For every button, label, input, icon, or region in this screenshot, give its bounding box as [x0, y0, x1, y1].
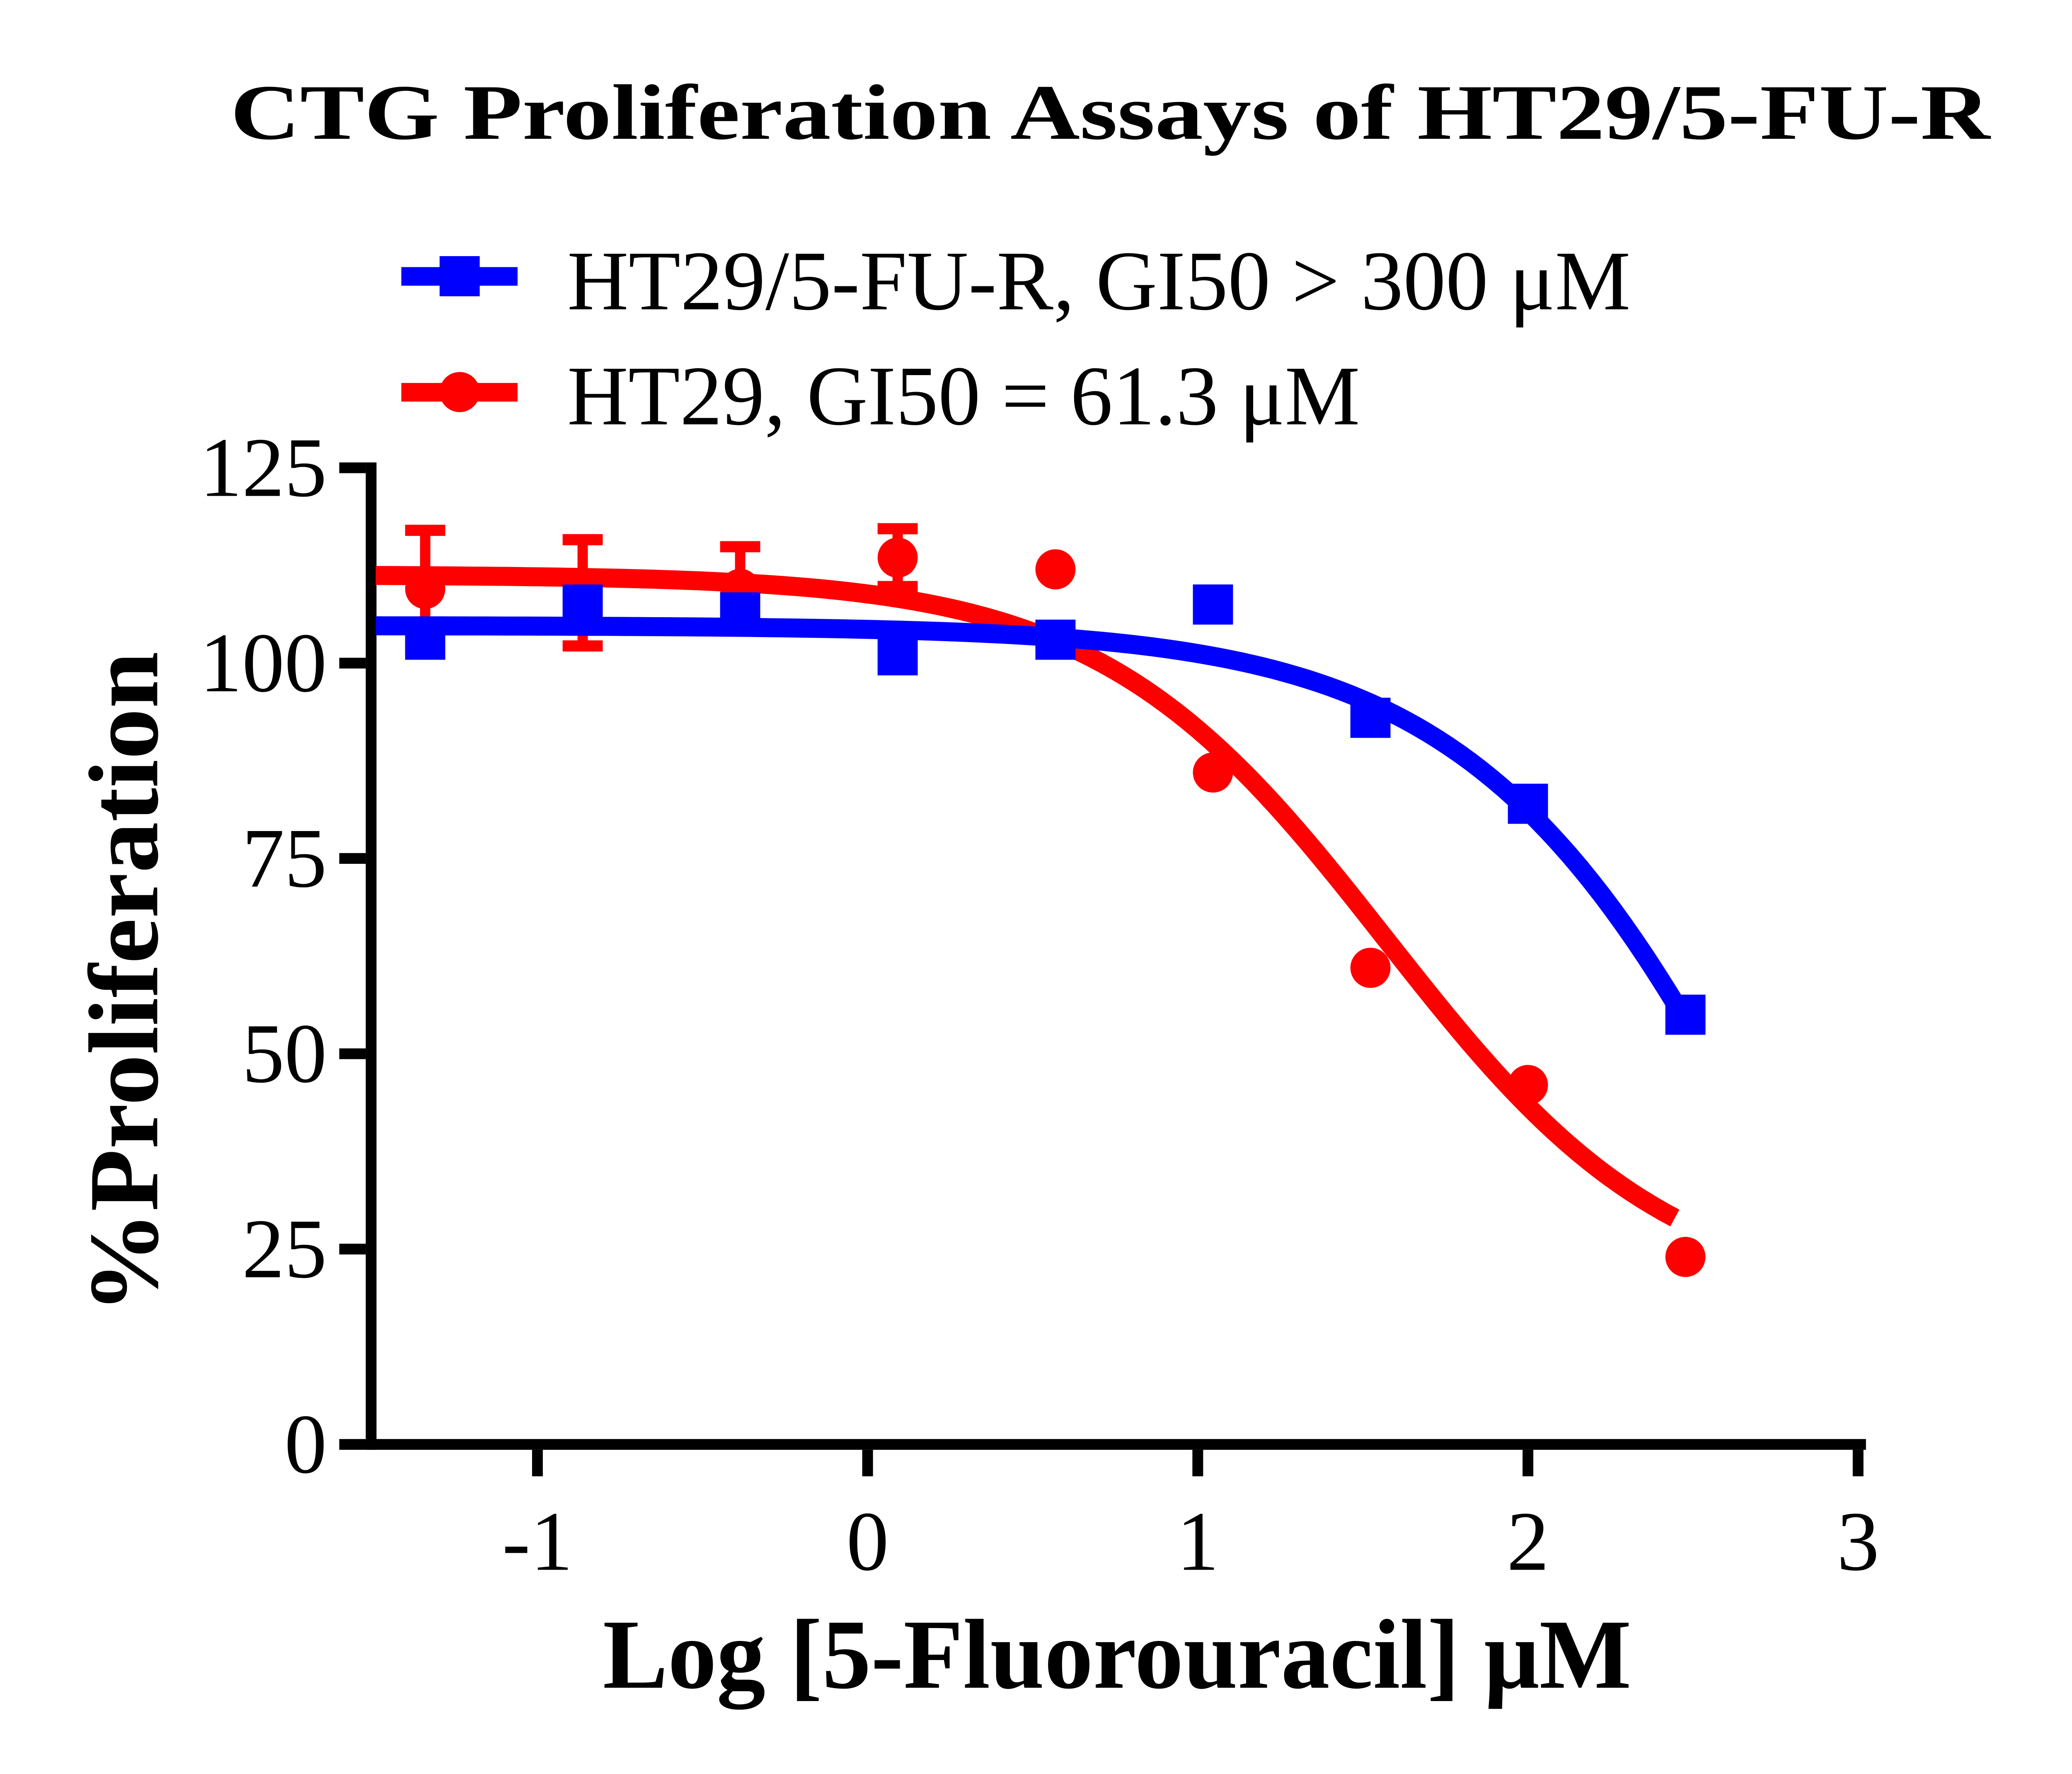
data-point-square [1665, 994, 1706, 1035]
legend-label-ht29: HT29, GI50 = 61.3 μM [567, 349, 1360, 443]
series-ht29-5-fu-r [375, 584, 1706, 1035]
legend-key-ht29-5-fu-r [401, 256, 518, 296]
y-tick-label: 50 [242, 1007, 327, 1100]
y-axis-title: %Proliferation [68, 652, 179, 1314]
error-bar-cap-top [720, 541, 760, 553]
x-tick [532, 1449, 543, 1476]
x-tick-label: 3 [1837, 1495, 1879, 1588]
y-tick-label: 75 [242, 812, 327, 905]
error-bar-cap-top [405, 524, 445, 536]
data-point-square [720, 592, 760, 633]
error-bar-cap-top [877, 523, 918, 535]
x-tick [1852, 1449, 1864, 1476]
data-point-square [562, 584, 603, 625]
y-tick [339, 462, 366, 473]
data-point-circle [1035, 549, 1076, 590]
data-point-square [1193, 584, 1233, 625]
data-point-circle [405, 569, 445, 609]
x-tick-label: 0 [846, 1495, 888, 1588]
x-axis-line [366, 1439, 1866, 1450]
legend-key-ht29 [401, 372, 518, 412]
data-point-circle [877, 537, 918, 578]
y-tick [339, 657, 366, 669]
axes: 0 25 50 75 100 125 -1 0 1 2 3 [200, 421, 1879, 1589]
x-tick-label: 1 [1176, 1495, 1219, 1588]
x-axis-title: Log [5-Fluorouracil] μM [603, 1599, 1631, 1710]
y-axis-line [366, 462, 377, 1450]
error-bar-cap-bottom [877, 581, 918, 592]
data-point-square [1350, 698, 1391, 738]
error-bar-cap-top [562, 534, 603, 545]
data-point-square [1508, 783, 1548, 824]
x-tick [1192, 1449, 1203, 1476]
data-point-square [1035, 619, 1076, 660]
data-point-square [405, 619, 445, 660]
y-tick [339, 1048, 366, 1059]
data-point-circle [1193, 752, 1233, 793]
y-tick-label: 25 [242, 1202, 327, 1296]
legend-label-ht29-5fur: HT29/5-FU-R, GI50 > 300 μM [567, 234, 1631, 328]
y-tick-label: 0 [284, 1398, 327, 1491]
data-point-circle [1350, 948, 1391, 988]
fit-curve [375, 616, 1698, 1032]
y-tick [339, 853, 366, 864]
x-tick-label: -1 [502, 1495, 573, 1588]
chart-title: CTG Proliferation Assays of HT29/5-FU-R [230, 69, 1991, 156]
y-tick-label: 100 [200, 616, 327, 710]
y-tick [339, 1439, 366, 1450]
x-tick-label: 2 [1507, 1495, 1549, 1588]
legend-circle-marker [439, 372, 480, 412]
data-series [375, 523, 1706, 1277]
error-bar-cap-bottom [562, 640, 603, 652]
y-tick-label: 125 [200, 421, 327, 515]
y-tick [339, 1243, 366, 1255]
x-tick [1523, 1449, 1534, 1476]
legend-square-marker [439, 256, 480, 296]
data-point-square [877, 635, 918, 676]
legend-markers [401, 256, 518, 412]
x-tick [862, 1449, 873, 1476]
data-point-circle [1508, 1065, 1548, 1105]
data-point-circle [1665, 1237, 1706, 1277]
